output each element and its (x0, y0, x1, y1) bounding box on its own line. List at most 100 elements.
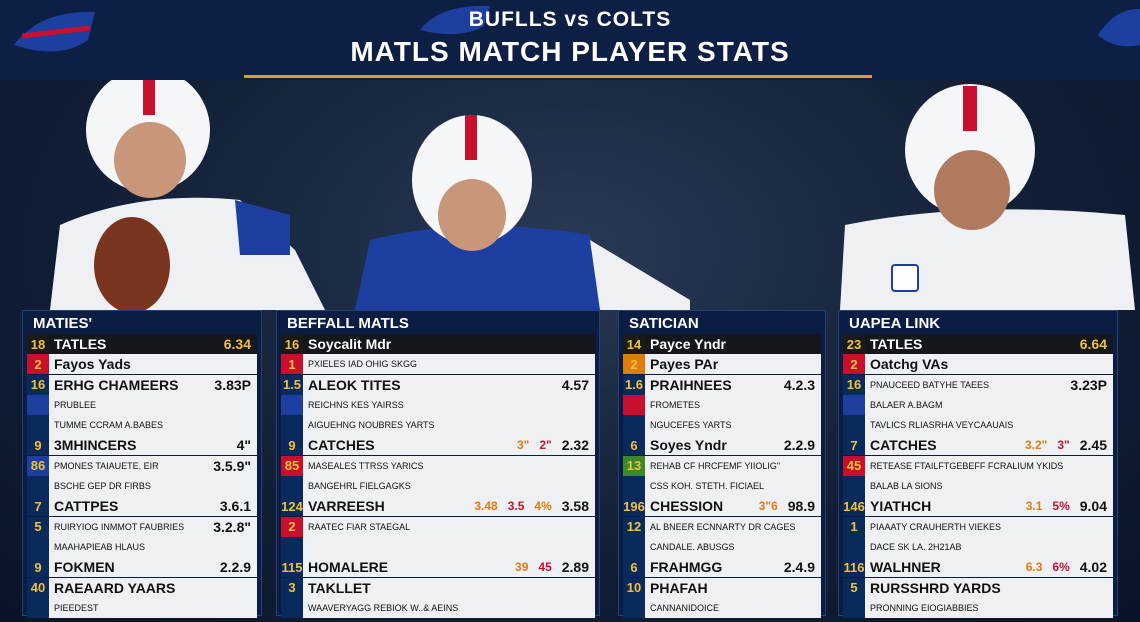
stat-label: PNAUCEED BATYHE TAEES (870, 379, 990, 390)
stat-label: PIAAATY CRAUHERTH VIEKES (870, 521, 1002, 532)
stat-number: 16 (843, 374, 865, 395)
stat-number: 85 (281, 455, 303, 476)
stat-number: 9 (281, 435, 303, 456)
stat-number (27, 597, 49, 618)
stat-row: PRONNING EIOGIABBIES (843, 597, 1113, 618)
stat-value: 4.57 (561, 376, 589, 393)
stat-row: 40 RAEAARD YAARS (27, 577, 257, 598)
stat-row: CSS KOH. STETH. FICIAEL (623, 476, 821, 497)
stat-row: 6 Soyes Yndr 2.2.9 (623, 435, 821, 456)
stat-number: 6 (623, 435, 645, 456)
stat-label: PHAFAH (650, 579, 708, 596)
stat-extra: 6.3 (1025, 560, 1043, 575)
stat-row: BANGEHRL FIELGAGKS (281, 476, 595, 497)
stat-row: REICHNS KES YAIRSS (281, 394, 595, 415)
stat-row: 12 AL BNEER ECNNARTY DR CAGES (623, 516, 821, 537)
stat-extra: 5% (1052, 499, 1070, 514)
stat-label: PRONNING EIOGIABBIES (870, 602, 979, 613)
stat-value: 2.2.9 (783, 437, 815, 454)
stat-row: DACE SK LA. 2H21AB (843, 536, 1113, 557)
stat-label: TATLES (870, 336, 923, 352)
stat-label: WALHNER (870, 559, 941, 576)
stat-number: 10 (623, 577, 645, 598)
stat-label: CANNANIDOICE (650, 602, 720, 613)
stat-extra: 6% (1052, 560, 1070, 575)
stat-label: PRUBLEE (54, 399, 97, 410)
stat-label: BSCHE GEP DR FIRBS (54, 481, 151, 492)
stat-label: REICHNS KES YAIRSS (308, 399, 404, 410)
stat-row: PIEEDEST (27, 597, 257, 618)
stat-value: 3.83P (214, 376, 251, 393)
stat-row: 2 RAATEC FIAR STAEGAL (281, 516, 595, 537)
stat-row: BALAB LA SIONS (843, 476, 1113, 497)
stat-label: WAAVERYAGG REBIOK W..& AEINS (308, 602, 459, 613)
stat-number (27, 536, 49, 557)
stat-label: ERHG CHAMEERS (54, 376, 179, 393)
stat-number: 6 (623, 557, 645, 578)
stat-number: 1.5 (281, 374, 303, 395)
stat-value: 2.32 (561, 437, 589, 454)
stat-number: 2 (843, 354, 865, 375)
stat-number: 1 (843, 516, 865, 537)
stat-row: WAAVERYAGG REBIOK W..& AEINS (281, 597, 595, 618)
stat-number: 1 (281, 354, 303, 375)
stat-value: 2.4.9 (783, 559, 815, 576)
stat-row: 116 WALHNER 6.3 6% 4.02 (843, 557, 1113, 578)
stat-label: ALEOK TITES (308, 376, 401, 393)
stat-extra: 3.5 (507, 499, 525, 514)
stat-label: AIGUEHNG NOUBRES YARTS (308, 420, 435, 431)
stat-number: 196 (623, 496, 645, 517)
stat-label: FROMETES (650, 399, 701, 410)
stat-value: 6.64 (1079, 336, 1107, 352)
panel-title: SATICIAN (629, 315, 699, 332)
logos (14, 5, 1140, 52)
stat-label: BALAB LA SIONS (870, 481, 943, 492)
stat-label: YIATHCH (870, 498, 932, 515)
stat-number (281, 394, 303, 415)
title: MATLS MATCH PLAYER STATS (350, 36, 790, 67)
stat-number: 7 (843, 435, 865, 456)
stat-label: BALAER A.BAGM (870, 399, 943, 410)
player-left (50, 68, 325, 310)
stat-value: 4.2.3 (783, 376, 815, 393)
stat-label: TAKLLET (308, 579, 371, 596)
stat-number: 116 (843, 557, 865, 578)
divider (244, 75, 872, 78)
stat-label: Payes PAr (650, 356, 719, 373)
stat-label: Oatchg VAs (870, 356, 949, 373)
stat-extra: 3.2" (1025, 438, 1048, 453)
stat-row: 16 Soycalit Mdr (281, 334, 595, 354)
stat-row: 2 Oatchg VAs (843, 354, 1113, 375)
stat-number (843, 476, 865, 497)
stat-label: RUIRYIOG INMMOT FAUBRIES (54, 521, 185, 532)
stat-label: FRAHMGG (650, 559, 723, 576)
stat-label: TATLES (54, 336, 107, 352)
subtitle: BUFLLS vs COLTS (468, 8, 672, 31)
stat-row: FROMETES (623, 394, 821, 415)
stat-number: 2 (281, 516, 303, 537)
stat-row: 1.5 ALEOK TITES 4.57 (281, 374, 595, 395)
stat-value: 3.2.8" (213, 518, 251, 535)
stat-label: CATCHES (308, 437, 375, 454)
stat-number (843, 536, 865, 557)
stat-row: 9 FOKMEN 2.2.9 (27, 557, 257, 578)
stat-value: 9.04 (1079, 498, 1107, 515)
stat-label: Fayos Yads (54, 356, 131, 373)
stat-label: TUMME CCRAM A.BABES (54, 420, 164, 431)
stat-row: 85 MASEALES TTRSS YARICS (281, 455, 595, 476)
stat-number: 7 (27, 496, 49, 517)
stat-value: 98.9 (787, 498, 815, 515)
player-right (840, 84, 1135, 310)
stat-extra: 3.1 (1025, 499, 1043, 514)
header: BUFLLS vs COLTS MATLS MATCH PLAYER STATS (0, 0, 1140, 80)
stat-label: TAVLICS RLIASRHA VEYCAAUAIS (870, 420, 1014, 431)
stat-value: 3.23P (1070, 376, 1107, 393)
stat-value: 3.5.9" (213, 457, 251, 474)
stat-number: 9 (27, 557, 49, 578)
stat-number (623, 476, 645, 497)
stat-label: Soyes Yndr (650, 437, 727, 454)
stat-number: 86 (27, 455, 49, 476)
stat-number (843, 394, 865, 415)
panel-title: MATIES' (33, 315, 93, 332)
